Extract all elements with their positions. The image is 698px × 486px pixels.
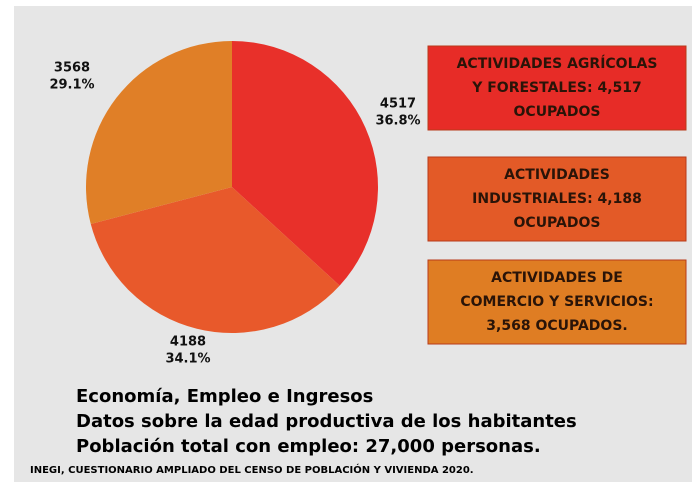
legend-box	[427, 156, 687, 242]
slice-value-label: 3568	[54, 61, 90, 76]
legend-text: OCUPADOS	[514, 215, 601, 231]
legend-box	[427, 259, 687, 345]
legend-text: ACTIVIDADES AGRÍCOLAS	[457, 55, 658, 72]
pie-slice	[232, 41, 378, 286]
legend-text: ACTIVIDADES	[504, 167, 610, 183]
legend-text: Y FORESTALES: 4,517	[471, 80, 642, 96]
slice-percent-label: 29.1%	[49, 78, 94, 93]
slice-value-label: 4188	[170, 335, 206, 350]
legend-text: ACTIVIDADES DE	[491, 270, 623, 286]
legend-box	[427, 45, 687, 131]
legend-text: OCUPADOS	[514, 104, 601, 120]
legend-text: 3,568 OCUPADOS.	[486, 318, 627, 334]
slice-percent-label: 36.8%	[375, 114, 420, 129]
legend-text: INDUSTRIALES: 4,188	[472, 191, 642, 207]
source: INEGI, CUESTIONARIO AMPLIADO DEL CENSO D…	[30, 463, 474, 476]
slice-percent-label: 34.1%	[165, 352, 210, 367]
legend-text: COMERCIO Y SERVICIOS:	[460, 294, 653, 310]
slice-value-label: 4517	[380, 97, 416, 112]
pie-slice	[86, 41, 233, 224]
title-line: Población total con empleo: 27,000 perso…	[76, 436, 541, 457]
pie-slice	[90, 187, 340, 333]
title-line: Datos sobre la edad productiva de los ha…	[76, 411, 577, 432]
title-line: Economía, Empleo e Ingresos	[76, 386, 373, 407]
